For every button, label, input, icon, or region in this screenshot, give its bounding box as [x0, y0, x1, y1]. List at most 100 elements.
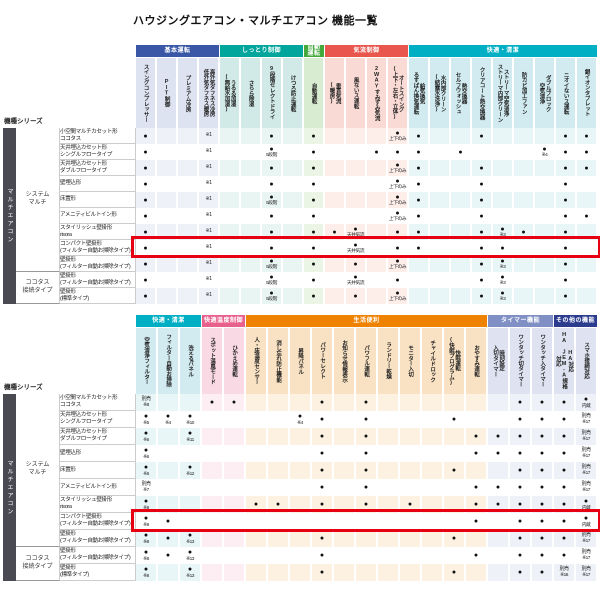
feature-cell: ● 5段階: [262, 272, 283, 289]
feature-cell: [451, 208, 472, 225]
feature-dot: ●: [473, 432, 479, 440]
feature-dot: ●: [500, 290, 505, 298]
column-label-text: パワーセレクト: [319, 342, 326, 380]
column-label: ワンタッチ入タイマー: [532, 327, 554, 394]
feature-cell: ●: [356, 411, 378, 428]
feature-dot: ●: [319, 432, 325, 440]
row-name: 天井埋込カセット形 シングルフロータイプ: [60, 411, 136, 428]
feature-footnote: 5段階: [266, 297, 277, 303]
feature-dot: ●: [561, 449, 567, 457]
row-name: 壁埋込形: [60, 176, 136, 193]
column-label: オートスイング (上下・左右・立体): [388, 57, 409, 129]
feature-cell: ●: [554, 428, 576, 445]
feature-cell: [220, 288, 241, 305]
feature-cell: [158, 462, 180, 479]
column-label: 消し忘れ防止機能: [268, 327, 290, 394]
row-name: 小空間マルチカセット形 ココタス: [60, 128, 136, 145]
feature-cell: ●: [136, 224, 157, 241]
feature-dot: ●: [143, 260, 148, 268]
feature-cell: [246, 564, 268, 581]
feature-cell: [400, 513, 422, 530]
feature-cell: [325, 144, 346, 161]
feature-cell: [535, 288, 556, 305]
feature-cell: [178, 144, 199, 161]
feature-cell: [220, 160, 241, 177]
feature-cell: ●: [400, 496, 422, 513]
feature-cell: ●: [554, 530, 576, 547]
feature-cell: ●: [488, 496, 510, 513]
feature-cell: [224, 462, 246, 479]
feature-dot: ●: [539, 415, 545, 423]
feature-cell: [334, 462, 356, 479]
feature-cell: [220, 192, 241, 209]
column-label-text: おやすみ運転: [473, 345, 480, 377]
feature-cell: ●: [409, 208, 430, 225]
feature-dot: ●: [187, 430, 193, 438]
feature-cell: ※1: [199, 256, 220, 273]
feature-cell: ●: [136, 144, 157, 161]
feature-cell: ●: [304, 256, 325, 273]
feature-footnote: ※6: [143, 454, 149, 460]
row-name: 小空間マルチカセット形 ココタス: [60, 394, 136, 411]
column-label-text: クリアコート熱交換器: [478, 66, 485, 120]
feature-cell: [220, 128, 241, 145]
feature-cell: [493, 176, 514, 193]
feature-cell: [283, 240, 304, 257]
feature-cell: [290, 496, 312, 513]
feature-footnote: ※3: [499, 297, 506, 303]
feature-dot: ●: [319, 551, 325, 559]
feature-cell: [356, 564, 378, 581]
feature-dot: ●: [479, 132, 484, 140]
column-label: ワンタッチ切タイマー: [510, 327, 532, 394]
feature-cell: ●: [262, 224, 283, 241]
feature-cell: ●: [304, 192, 325, 209]
feature-dot: ●: [165, 534, 171, 542]
feature-cell: ●: [466, 547, 488, 564]
feature-cell: ●: [554, 496, 576, 513]
feature-cell: ● ※4: [158, 411, 180, 428]
feature-cell: [283, 288, 304, 305]
feature-footnote: ※8: [143, 573, 149, 579]
feature-note: ※1: [205, 132, 212, 139]
feature-cell: ●: [388, 272, 409, 289]
feature-cell: [290, 547, 312, 564]
column-label: PIT制御: [157, 57, 178, 129]
feature-cell: ●: [577, 160, 598, 177]
feature-footnote: ※4: [297, 420, 303, 426]
feature-cell: ●: [312, 394, 334, 411]
feature-cell: 別売 ※8: [136, 394, 158, 411]
feature-dot: ●: [269, 146, 274, 154]
column-label-text: 空気清浄フィルター: [143, 337, 150, 385]
feature-cell: [444, 547, 466, 564]
column-label-text: PIT制御: [163, 79, 170, 108]
feature-cell: ※1: [199, 176, 220, 193]
feature-cell: ● ※3: [493, 224, 514, 241]
feature-cell: [268, 411, 290, 428]
feature-footnote: ※11: [186, 437, 194, 443]
feature-cell: ●: [388, 240, 409, 257]
feature-cell: [488, 564, 510, 581]
feature-cell: [224, 564, 246, 581]
feature-cell: [178, 288, 199, 305]
feature-footnote: 5段階: [266, 201, 277, 207]
feature-cell: ● ※3: [493, 288, 514, 305]
feature-cell: ●: [488, 445, 510, 462]
feature-cell: [158, 394, 180, 411]
feature-cell: ●: [304, 208, 325, 225]
feature-cell: ●: [472, 224, 493, 241]
feature-footnote: ※17: [582, 436, 590, 442]
feature-dot: ●: [561, 398, 567, 406]
feature-cell: ●: [268, 496, 290, 513]
feature-cell: [577, 272, 598, 289]
feature-cell: [290, 479, 312, 496]
column-label: スイングコンプレッサー: [136, 57, 157, 129]
column-label: HA対応 HA JEM-A規格対応: [554, 327, 576, 394]
feature-footnote: ※12: [186, 471, 194, 477]
feature-cell: [325, 192, 346, 209]
column-label: 昇降パネル: [290, 327, 312, 394]
feature-footnote: 5段階: [266, 153, 277, 159]
feature-footnote: ※17: [582, 538, 590, 544]
feature-dot: ●: [539, 466, 545, 474]
feature-cell: [290, 462, 312, 479]
feature-cell: ●: [510, 496, 532, 513]
